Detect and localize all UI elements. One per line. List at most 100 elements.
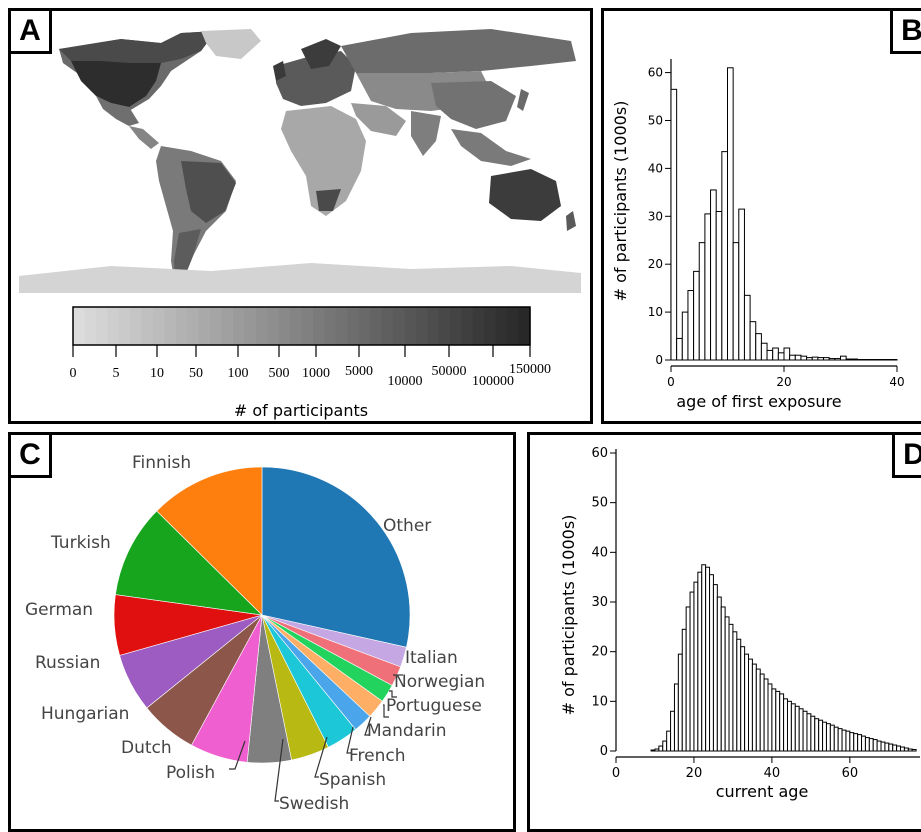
histogram-bar bbox=[877, 741, 881, 751]
histogram-bar bbox=[790, 355, 796, 360]
colorbar-cell bbox=[519, 307, 531, 345]
colorbar-cell bbox=[439, 307, 451, 345]
histogram-bar bbox=[773, 348, 779, 360]
colorbar-cell bbox=[199, 307, 211, 345]
histogram-bar bbox=[674, 684, 678, 751]
pie-label: Spanish bbox=[319, 770, 386, 790]
histogram-bar bbox=[705, 214, 711, 360]
histogram-bar bbox=[728, 68, 734, 360]
histogram-bar bbox=[651, 750, 655, 751]
pie-label: Finnish bbox=[132, 453, 191, 473]
country-china bbox=[431, 81, 516, 129]
histogram-bar bbox=[780, 694, 784, 751]
colorbar-cell bbox=[222, 307, 234, 345]
colorbar-cell bbox=[473, 307, 485, 345]
histogram-bar bbox=[807, 714, 811, 751]
colorbar-cell bbox=[347, 307, 359, 345]
histogram-bar bbox=[838, 729, 842, 751]
country-greenland bbox=[201, 29, 261, 59]
colorbar-cell bbox=[416, 307, 428, 345]
y-tick-label: 0 bbox=[600, 744, 608, 759]
histogram-bar bbox=[826, 724, 830, 751]
country-new-zealand bbox=[566, 211, 576, 231]
colorbar-cell bbox=[176, 307, 188, 345]
colorbar-cell bbox=[404, 307, 416, 345]
y-axis-label: # of participants (1000s) bbox=[611, 101, 630, 302]
histogram-bar bbox=[752, 664, 756, 751]
colorbar-cell bbox=[302, 307, 314, 345]
histogram-bar bbox=[677, 338, 683, 360]
y-tick-label: 40 bbox=[591, 545, 608, 560]
histogram-bar bbox=[756, 669, 760, 751]
histogram-bar bbox=[799, 709, 803, 751]
histogram-bar bbox=[904, 748, 908, 751]
chart-c: OtherItalianNorwegianPortugueseMandarinF… bbox=[11, 435, 513, 829]
colorbar-cell bbox=[313, 307, 325, 345]
histogram-bar bbox=[842, 730, 846, 751]
pie-label: Swedish bbox=[279, 794, 349, 814]
colorbar-cell bbox=[142, 307, 154, 345]
pie-label: Dutch bbox=[121, 738, 172, 758]
histogram-bar bbox=[801, 356, 807, 360]
colorbar-cell bbox=[461, 307, 473, 345]
histogram-bar bbox=[745, 654, 749, 751]
histogram-bar bbox=[846, 359, 852, 360]
histogram-bar bbox=[655, 749, 659, 751]
histogram-bar bbox=[682, 312, 688, 360]
y-tick-label: 30 bbox=[648, 209, 663, 223]
colorbar-cell bbox=[496, 307, 508, 345]
histogram-bar bbox=[791, 704, 795, 751]
histogram-bar bbox=[713, 585, 717, 751]
histogram-bar bbox=[663, 741, 667, 751]
histogram-bar bbox=[897, 746, 901, 751]
pie-label: Russian bbox=[35, 653, 100, 673]
country-usa bbox=[71, 61, 161, 107]
histogram-bar bbox=[698, 572, 702, 751]
histogram-bar bbox=[795, 355, 801, 360]
colorbar-tick-label: 1000 bbox=[302, 366, 330, 381]
histogram-bar bbox=[850, 733, 854, 751]
histogram-bar bbox=[824, 358, 830, 360]
histogram-bar bbox=[706, 567, 710, 751]
histogram-bar bbox=[671, 89, 677, 360]
y-tick-label: 10 bbox=[591, 694, 608, 709]
histogram-bar bbox=[671, 711, 675, 751]
histogram-bar bbox=[733, 632, 737, 751]
colorbar-tick-label: 50000 bbox=[432, 364, 467, 379]
colorbar-tick-label: 5000 bbox=[345, 364, 373, 379]
y-tick-label: 60 bbox=[648, 66, 663, 80]
y-tick-label: 30 bbox=[591, 595, 608, 610]
x-tick-label: 60 bbox=[842, 766, 859, 781]
histogram-bar bbox=[865, 738, 869, 751]
pie-label: Other bbox=[383, 516, 431, 536]
histogram-bar bbox=[830, 725, 834, 751]
colorbar-cell bbox=[84, 307, 96, 345]
histogram-bar bbox=[852, 359, 858, 360]
histogram-bar bbox=[722, 152, 728, 360]
panel-d-label: D bbox=[892, 432, 921, 478]
pie-label: Mandarin bbox=[367, 721, 447, 741]
histogram-bar bbox=[721, 607, 725, 751]
histogram-bar bbox=[741, 647, 745, 751]
pie-label: Turkish bbox=[50, 533, 111, 553]
pie-label: Norwegian bbox=[394, 672, 485, 692]
colorbar-cell bbox=[336, 307, 348, 345]
histogram-bar bbox=[815, 719, 819, 751]
colorbar-cell bbox=[187, 307, 199, 345]
y-axis-label: # of participants (1000s) bbox=[559, 515, 578, 716]
histogram-bar bbox=[912, 750, 916, 751]
colorbar-cell bbox=[279, 307, 291, 345]
colorbar-cell bbox=[210, 307, 222, 345]
x-axis-label: current age bbox=[716, 782, 809, 801]
histogram-bar bbox=[690, 592, 694, 751]
histogram-bar bbox=[893, 745, 897, 751]
histogram-bar bbox=[819, 720, 823, 751]
pie-label: Italian bbox=[405, 648, 458, 668]
colorbar-cell bbox=[393, 307, 405, 345]
histogram-bar bbox=[908, 749, 912, 751]
x-tick-label: 40 bbox=[764, 766, 781, 781]
histogram-bar bbox=[869, 739, 873, 751]
